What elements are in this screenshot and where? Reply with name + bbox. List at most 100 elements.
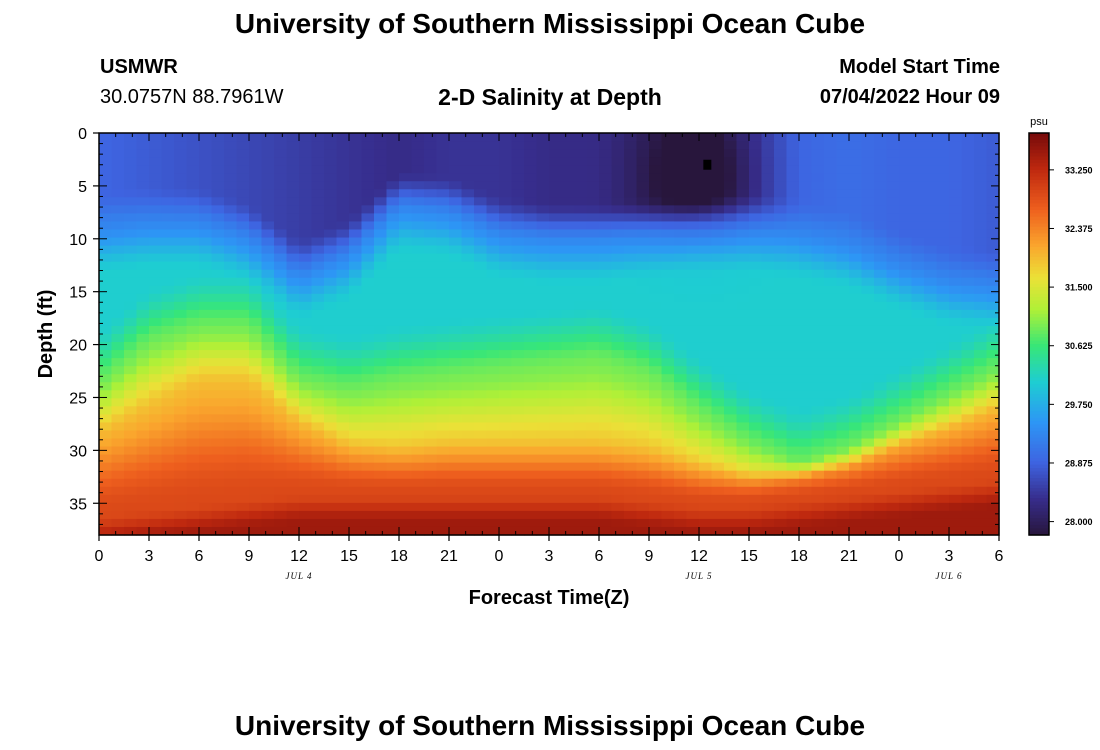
heatmap-cell	[436, 414, 450, 424]
heatmap-cell	[449, 510, 463, 520]
heatmap-cell	[674, 317, 688, 327]
heatmap-cell	[674, 173, 688, 182]
heatmap-cell	[349, 518, 363, 528]
heatmap-cell	[224, 406, 238, 415]
heatmap-cell	[361, 173, 375, 182]
heatmap-cell	[411, 165, 425, 174]
heatmap-cell	[99, 277, 113, 287]
heatmap-cell	[936, 285, 950, 295]
heatmap-cell	[786, 253, 800, 263]
heatmap-cell	[99, 269, 113, 279]
colorbar-segment	[1029, 280, 1049, 285]
heatmap-cell	[586, 237, 600, 247]
heatmap-cell	[174, 261, 188, 271]
heatmap-cell	[461, 406, 475, 415]
heatmap-cell	[186, 430, 200, 440]
heatmap-cell	[936, 342, 950, 351]
heatmap-cell	[349, 189, 363, 198]
colorbar-segment	[1029, 354, 1049, 359]
heatmap-cell	[924, 478, 938, 488]
heatmap-cell	[699, 173, 713, 182]
heatmap-cell	[636, 454, 650, 464]
heatmap-cell	[424, 261, 438, 271]
heatmap-cell	[236, 285, 250, 295]
heatmap-cell	[511, 317, 525, 327]
heatmap-cell	[511, 334, 525, 343]
heatmap-cell	[599, 149, 613, 158]
heatmap-cell	[336, 374, 350, 383]
colorbar-segment	[1029, 401, 1049, 405]
heatmap-cell	[424, 414, 438, 424]
heatmap-cell	[474, 269, 488, 279]
x-axis-label: Forecast Time(Z)	[469, 587, 630, 609]
heatmap-cell	[411, 149, 425, 158]
heatmap-cell	[399, 173, 413, 182]
heatmap-cell	[899, 422, 913, 432]
heatmap-cell	[299, 149, 313, 158]
heatmap-cell	[474, 205, 488, 214]
heatmap-cell	[149, 301, 163, 311]
heatmap-cell	[474, 157, 488, 166]
heatmap-cell	[261, 382, 275, 391]
heatmap-cell	[536, 342, 550, 351]
heatmap-cell	[899, 486, 913, 496]
heatmap-cell	[574, 406, 588, 415]
heatmap-cell	[724, 317, 738, 327]
heatmap-cell	[736, 205, 750, 214]
heatmap-cell	[524, 526, 538, 536]
heatmap-cell	[911, 301, 925, 311]
heatmap-cell	[499, 454, 513, 464]
heatmap-cell	[861, 141, 875, 150]
heatmap-cell	[486, 309, 500, 319]
heatmap-cell	[299, 317, 313, 327]
heatmap-cell	[749, 414, 763, 424]
colorbar-segment	[1029, 176, 1049, 181]
heatmap-cell	[936, 518, 950, 528]
heatmap-cell	[574, 510, 588, 520]
heatmap-cell	[361, 285, 375, 295]
heatmap-cell	[249, 213, 263, 223]
heatmap-cell	[449, 438, 463, 448]
heatmap-cell	[136, 293, 150, 303]
heatmap-cell	[549, 205, 563, 214]
heatmap-cell	[286, 149, 300, 158]
heatmap-cell	[624, 366, 638, 375]
heatmap-cell	[536, 398, 550, 407]
heatmap-cell	[499, 253, 513, 263]
heatmap-cell	[399, 350, 413, 359]
colorbar-segment	[1029, 186, 1049, 191]
heatmap-cell	[824, 494, 838, 504]
heatmap-cell	[111, 494, 125, 504]
heatmap-cell	[99, 197, 113, 206]
heatmap-cell	[624, 165, 638, 174]
heatmap-cell	[299, 374, 313, 383]
heatmap-cell	[99, 398, 113, 407]
heatmap-cell	[749, 245, 763, 255]
heatmap-cell	[699, 325, 713, 335]
heatmap-cell	[124, 181, 138, 190]
heatmap-cell	[336, 189, 350, 198]
heatmap-cell	[424, 438, 438, 448]
heatmap-cell	[374, 478, 388, 488]
heatmap-cell	[249, 237, 263, 247]
heatmap-cell	[399, 245, 413, 255]
heatmap-cell	[674, 293, 688, 303]
heatmap-cell	[574, 422, 588, 432]
heatmap-cell	[736, 261, 750, 271]
heatmap-cell	[511, 350, 525, 359]
heatmap-cell	[974, 486, 988, 496]
heatmap-cell	[174, 454, 188, 464]
heatmap-cell	[274, 309, 288, 319]
colorbar-segment	[1029, 451, 1049, 456]
heatmap-cell	[424, 157, 438, 166]
heatmap-cell	[811, 261, 825, 271]
heatmap-cell	[711, 197, 725, 206]
heatmap-cell	[549, 422, 563, 432]
heatmap-cell	[774, 325, 788, 335]
heatmap-cell	[249, 414, 263, 424]
heatmap-cell	[224, 342, 238, 351]
heatmap-cell	[599, 438, 613, 448]
heatmap-cell	[274, 486, 288, 496]
x-tick-label: 6	[195, 548, 204, 565]
heatmap-cell	[249, 366, 263, 375]
